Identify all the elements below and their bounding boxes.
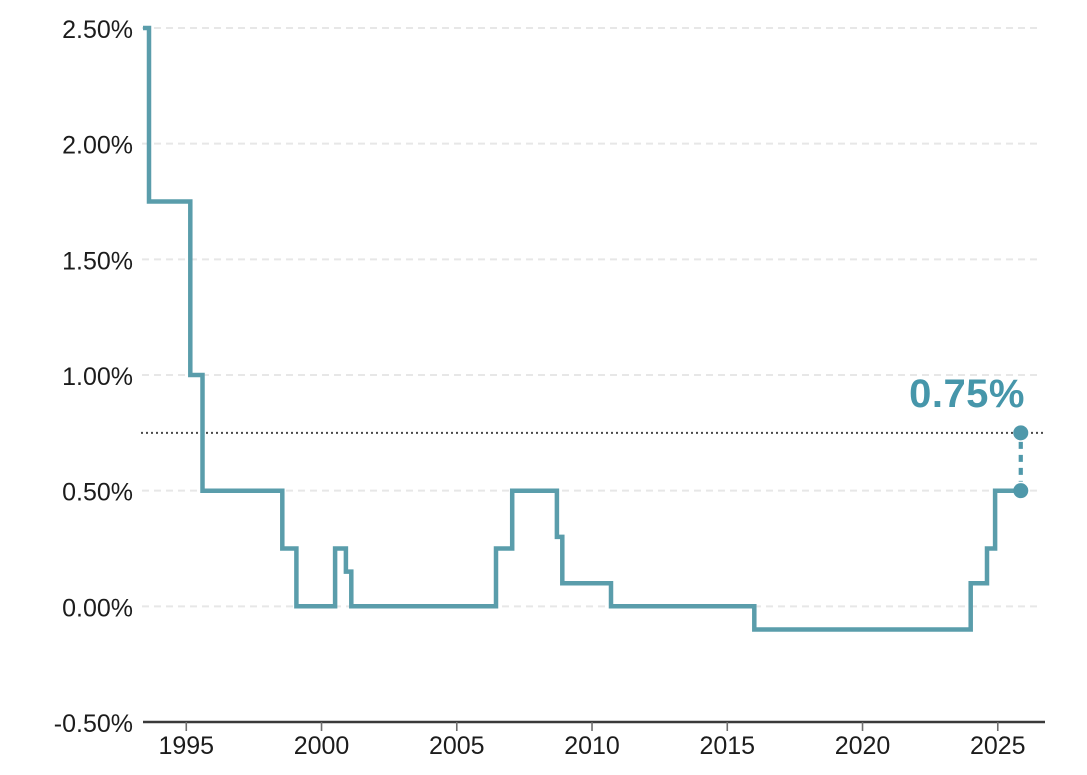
expected-rate-annotation: 0.75% [909, 372, 1025, 416]
x-tick-label: 2005 [429, 732, 485, 760]
x-tick-label: 1995 [158, 732, 214, 760]
x-tick-label: 2025 [970, 732, 1026, 760]
current-rate-dot [1013, 483, 1029, 499]
y-tick-label: 0.50% [62, 479, 133, 507]
rate-step-line [143, 25, 1021, 632]
y-tick-label: 1.50% [62, 247, 133, 275]
y-tick-label: -0.50% [54, 710, 133, 738]
y-tick-label: 1.00% [62, 363, 133, 391]
x-tick-label: 2015 [699, 732, 755, 760]
y-tick-label: 0.00% [62, 594, 133, 622]
y-tick-label: 2.50% [62, 16, 133, 44]
x-tick-label: 2000 [294, 732, 350, 760]
y-tick-label: 2.00% [62, 132, 133, 160]
expected-rate-dot [1013, 425, 1029, 441]
x-tick-label: 2010 [564, 732, 620, 760]
x-tick-label: 2020 [835, 732, 891, 760]
